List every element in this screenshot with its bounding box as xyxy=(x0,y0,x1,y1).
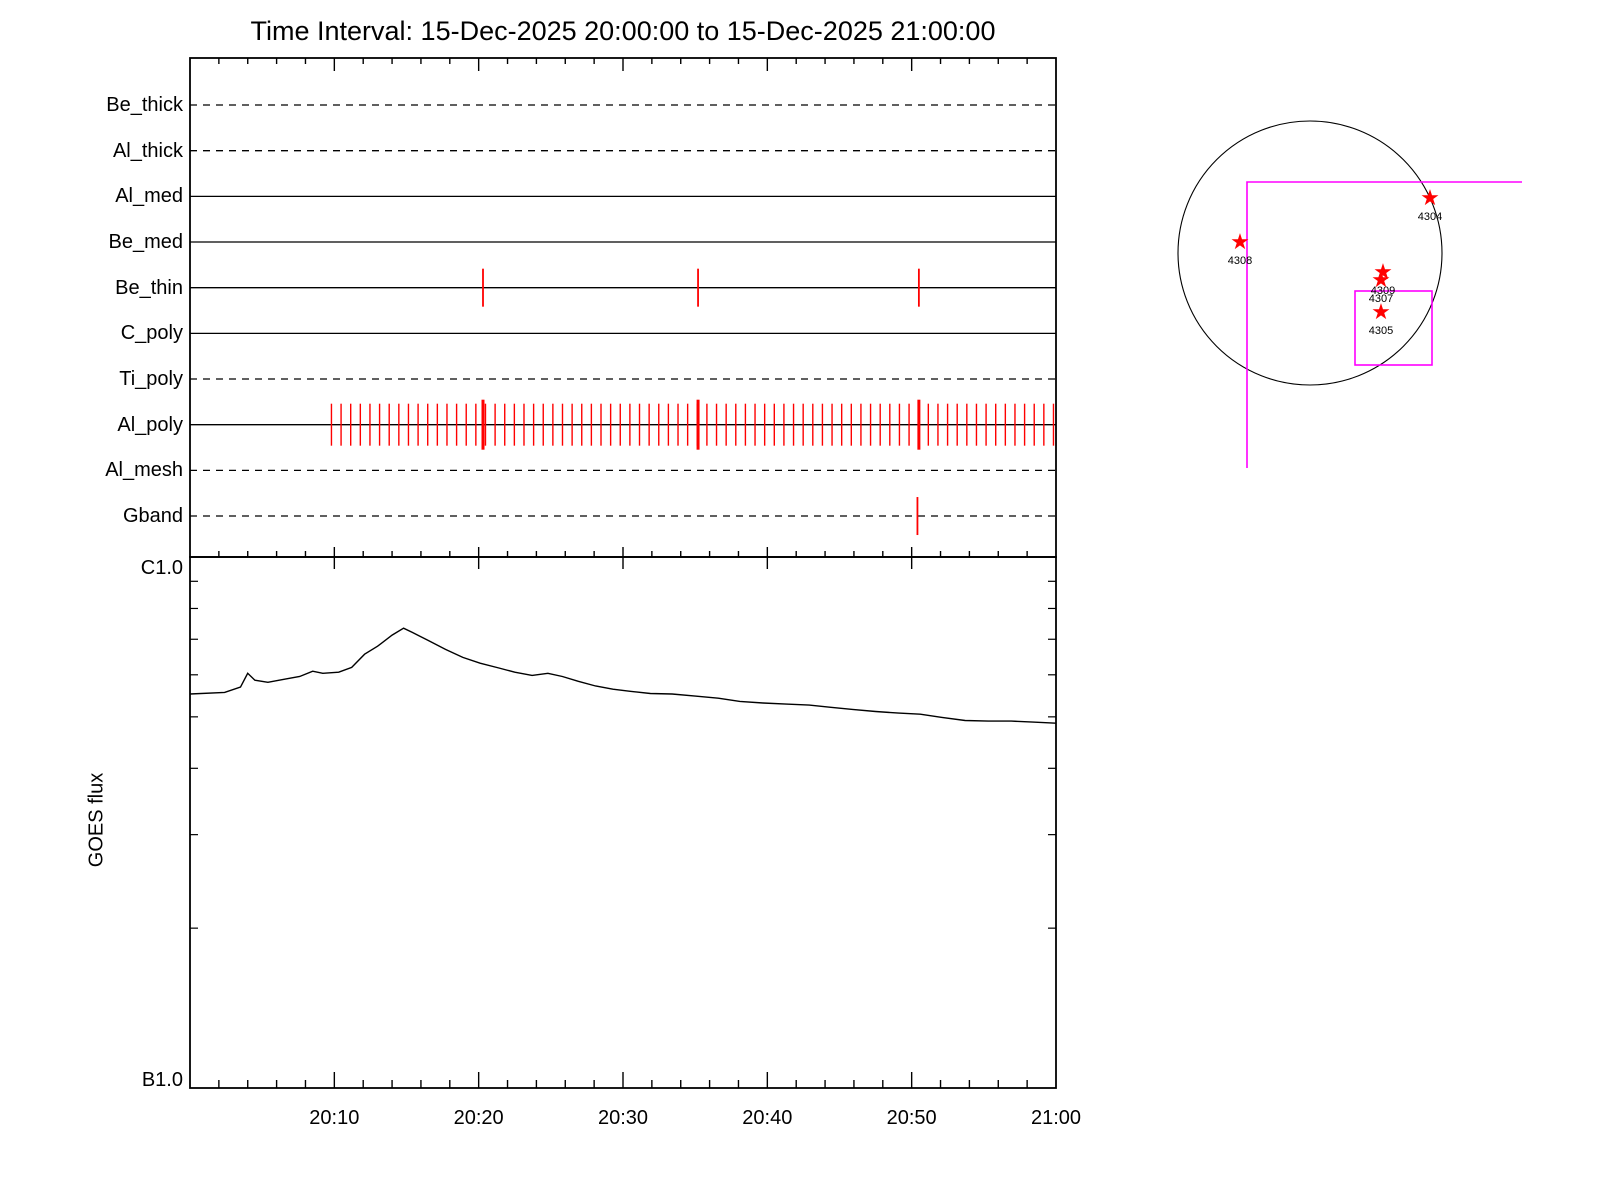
channel-label-Be_thin: Be_thin xyxy=(115,276,183,299)
solar-limb-circle xyxy=(1177,120,1443,386)
time-tick-label: 20:40 xyxy=(742,1107,793,1129)
active-region-star-icon: ★ xyxy=(1371,299,1391,324)
active-region-star-icon: ★ xyxy=(1420,185,1440,210)
channel-label-Al_poly: Al_poly xyxy=(117,413,183,436)
fov-outline-small xyxy=(1354,290,1433,366)
time-tick-label: 20:50 xyxy=(886,1107,937,1129)
channel-label-Al_mesh: Al_mesh xyxy=(105,459,183,482)
channel-label-Al_med: Al_med xyxy=(115,185,183,208)
timeline-panel-frame xyxy=(189,57,1057,558)
time-tick-label: 21:00 xyxy=(1030,1107,1082,1129)
active-region-star-icon: ★ xyxy=(1371,267,1391,292)
fov-outline-large xyxy=(1246,181,1522,468)
channel-label-Al_thick: Al_thick xyxy=(112,139,183,162)
active-region-number-4307: 4307 xyxy=(1369,293,1393,305)
channel-label-Gband: Gband xyxy=(122,505,183,528)
channel-label-Ti_poly: Ti_poly xyxy=(119,368,183,391)
active-region-number-4309: 4309 xyxy=(1371,285,1395,297)
channel-label-Be_med: Be_med xyxy=(108,231,184,253)
channel-label-Be_thick: Be_thick xyxy=(106,94,183,116)
goes-flux-curve xyxy=(189,627,1057,724)
channel-label-C_poly: C_poly xyxy=(120,322,183,345)
active-region-number-4305: 4305 xyxy=(1369,325,1393,337)
goes-flux-axis-label: GOES flux xyxy=(85,772,108,868)
time-tick-label: 20:10 xyxy=(309,1107,360,1129)
page-title: Time Interval: 15-Dec-2025 20:00:00 to 1… xyxy=(250,16,996,46)
active-region-star-icon: ★ xyxy=(1230,229,1250,254)
active-region-number-4308: 4308 xyxy=(1228,255,1252,267)
goes-ymax-label: C1.0 xyxy=(140,557,183,579)
goes-panel-frame xyxy=(189,556,1057,1089)
goes-ymin-label: B1.0 xyxy=(141,1069,183,1091)
time-tick-label: 20:30 xyxy=(597,1107,649,1129)
active-region-star-icon: ★ xyxy=(1373,259,1393,284)
time-tick-label: 20:20 xyxy=(453,1107,504,1129)
active-region-number-4304: 4304 xyxy=(1418,211,1442,223)
